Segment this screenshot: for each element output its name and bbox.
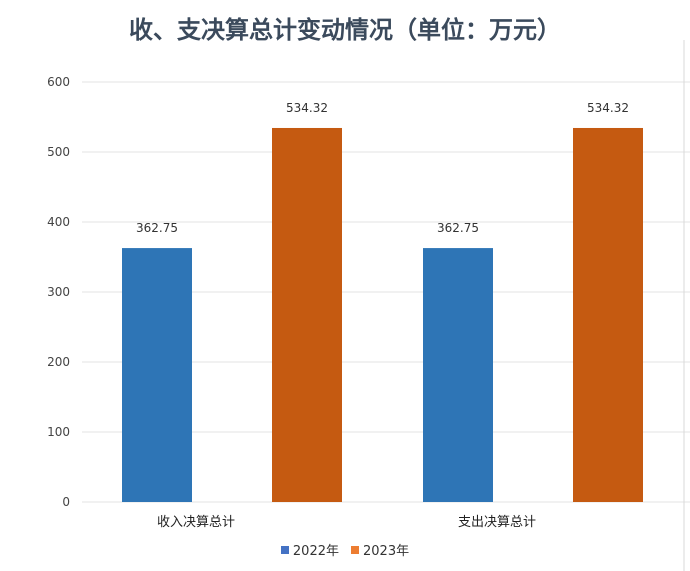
y-tick-label: 0 [62,495,70,509]
bar [423,248,493,502]
y-tick-label: 300 [47,285,70,299]
chart-title: 收、支决算总计变动情况（单位：万元） [129,15,561,44]
bar [122,248,192,502]
x-category-label: 支出决算总计 [458,515,536,530]
y-tick-label: 400 [47,215,70,229]
y-tick-label: 600 [47,75,70,89]
data-label: 362.75 [136,221,178,235]
legend-swatch-2022 [280,545,289,554]
legend-item-2023: 2023年 [351,540,409,559]
legend-swatch-2023 [351,545,359,554]
legend-label-2022: 2022年 [292,544,339,559]
data-label: 534.32 [587,101,629,115]
y-tick-label: 100 [47,425,70,439]
data-label: 362.75 [437,221,479,235]
x-category-label: 收入决算总计 [157,515,235,530]
legend: 2022年 2023年 [0,540,690,559]
y-tick-label: 500 [47,145,70,159]
legend-label-2023: 2023年 [363,544,410,559]
y-tick-label: 200 [47,355,70,369]
bar [573,127,643,502]
legend-item-2022: 2022年 [280,540,339,559]
bar [272,127,342,502]
data-label: 534.32 [286,101,328,115]
